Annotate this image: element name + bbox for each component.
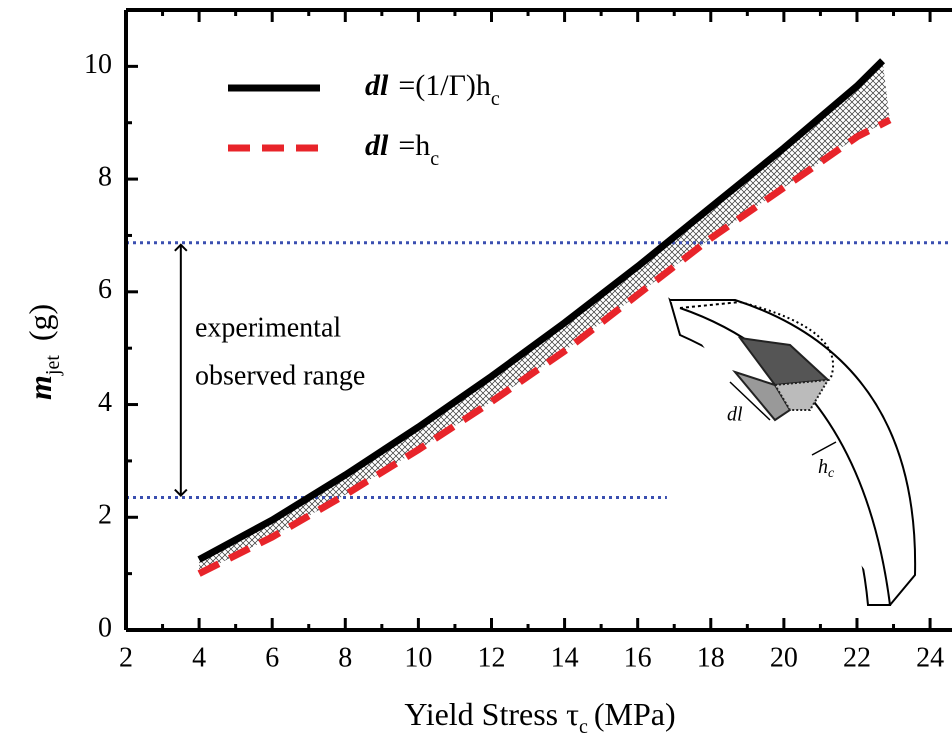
legend-label: dl =(1/Γ)hc: [365, 69, 500, 110]
y-tick-label: 10: [84, 49, 112, 80]
x-axis-label: Yield Stress τc (MPa): [404, 696, 675, 737]
series-line: [197, 116, 892, 577]
x-tick-label: 22: [843, 642, 871, 673]
y-tick-label: 4: [98, 387, 112, 418]
y-label-text: m: [22, 375, 58, 400]
x-tick-label: 6: [265, 642, 279, 673]
x-label-text: Yield Stress τ: [404, 696, 579, 732]
x-tick-label: 12: [477, 642, 505, 673]
y-tick-label: 8: [98, 162, 112, 193]
x-tick-label: 20: [770, 642, 798, 673]
y-label-subscript: jet: [42, 355, 64, 376]
x-tick-label: 8: [338, 642, 352, 673]
inset-label-subscript: c: [828, 466, 835, 481]
x-tick-label: 16: [624, 642, 652, 673]
inset-label: hc: [818, 456, 835, 482]
annotation: experimental: [195, 312, 341, 343]
x-tick-label: 18: [697, 642, 725, 673]
series-line: [197, 58, 886, 563]
y-tick-label: 2: [98, 500, 112, 531]
y-axis-label: mjet (g): [22, 304, 63, 400]
legend-subscript: c: [430, 148, 439, 170]
y-tick-label: 6: [98, 274, 112, 305]
legend-name-rest: =(1/Γ)h: [398, 69, 491, 102]
x-tick-label: 24: [916, 642, 944, 673]
x-label-subscript: c: [579, 716, 588, 738]
y-label-unit: (g): [22, 304, 58, 341]
x-tick-label: 4: [192, 642, 206, 673]
legend-label: dl =hc: [365, 129, 439, 170]
inset-label: dl: [727, 404, 743, 426]
x-tick-label: 10: [404, 642, 432, 673]
inset-label: h: [818, 456, 828, 478]
x-label-unit: (MPa): [594, 696, 676, 732]
annotation: observed range: [195, 360, 365, 391]
x-tick-label: 2: [119, 642, 133, 673]
legend-name-rest: =h: [398, 129, 430, 162]
legend-name: dl: [365, 69, 389, 102]
inset-diagram: [668, 297, 917, 606]
y-tick-label: 0: [98, 612, 112, 643]
legend-subscript: c: [491, 88, 500, 110]
legend-name: dl: [365, 129, 389, 162]
x-tick-label: 14: [551, 642, 579, 673]
